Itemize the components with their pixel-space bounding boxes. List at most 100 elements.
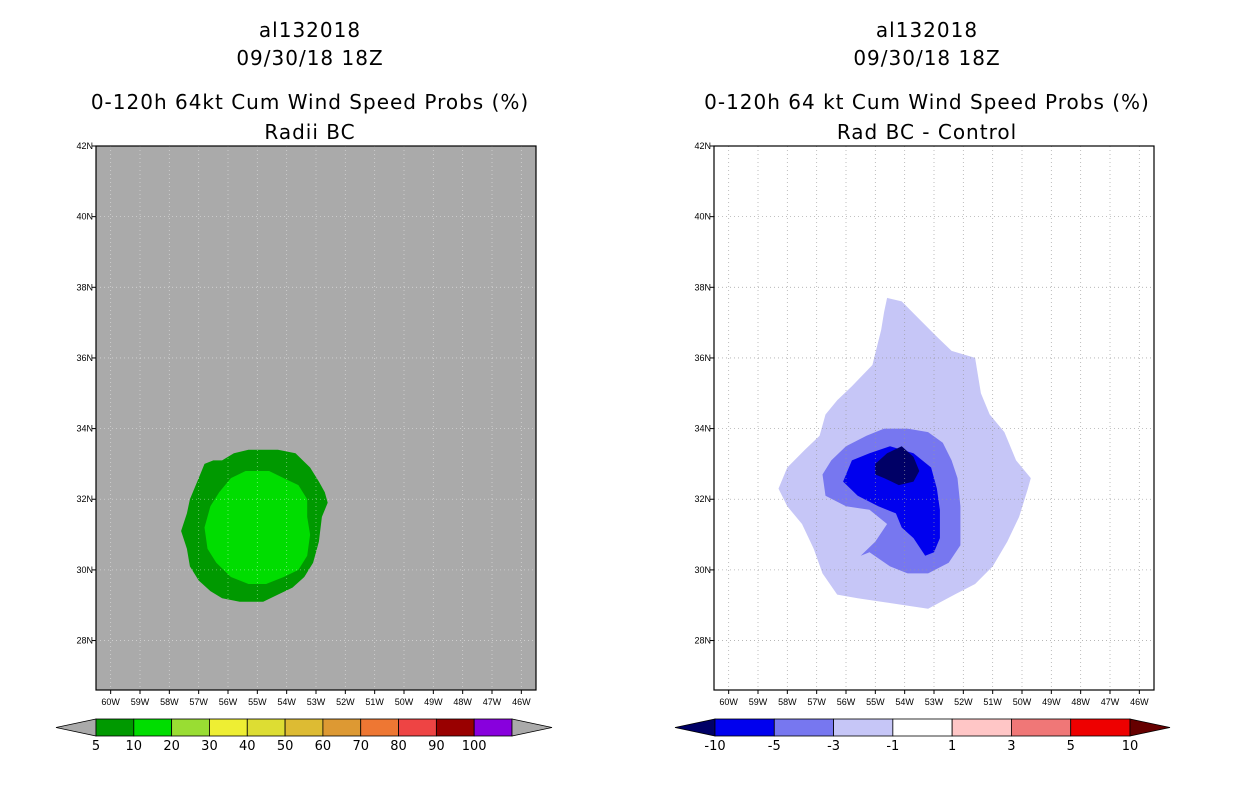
- left-y-tick-label: 40N: [76, 212, 93, 222]
- left-x-tick-label: 52W: [336, 697, 355, 707]
- left-x-tick-label: 55W: [248, 697, 267, 707]
- right-colorbar-low-extension: [674, 718, 716, 737]
- left-contour-level-2: [204, 471, 311, 584]
- left-colorbar-segment: [133, 718, 173, 737]
- left-x-tick-label: 50W: [395, 697, 414, 707]
- right-y-tick-label: 42N: [694, 141, 711, 151]
- right-colorbar-label: 1: [948, 739, 956, 754]
- left-colorbar-label: 50: [277, 739, 294, 754]
- left-colorbar-low-extension: [55, 718, 97, 737]
- right-colorbar-label: -3: [827, 739, 840, 754]
- left-colorbar-label: 20: [163, 739, 180, 754]
- right-map-panel: 60W 59W 58W 57W 56W 55W 54W 53W 52W 51W 50W 49W 48W 4…: [674, 141, 1171, 754]
- right-colorbar-label: -10: [704, 739, 725, 754]
- left-y-tick-label: 36N: [76, 353, 93, 363]
- left-colorbar-label: 100: [462, 739, 487, 754]
- right-y-tick-label: 38N: [694, 282, 711, 292]
- left-x-tick-label: 51W: [365, 697, 384, 707]
- left-x-tick-label: 58W: [160, 697, 179, 707]
- right-colorbar-segment: [1070, 718, 1131, 737]
- left-y-tick-label: 42N: [76, 141, 93, 151]
- left-x-tick-label: 49W: [424, 697, 443, 707]
- right-y-tick-label: 32N: [694, 494, 711, 504]
- left-colorbar-segment: [360, 718, 399, 737]
- right-x-tick-label: 50W: [1013, 697, 1032, 707]
- left-x-tick-label: 60W: [101, 697, 120, 707]
- right-x-tick-label: 53W: [925, 697, 944, 707]
- right-y-tick-label: 28N: [694, 636, 711, 646]
- right-x-tick-label: 49W: [1042, 697, 1061, 707]
- left-x-tick-label: 53W: [307, 697, 326, 707]
- right-x-tick-label: 48W: [1071, 697, 1090, 707]
- left-colorbar-label: 90: [428, 739, 445, 754]
- left-colorbar-segment: [322, 718, 362, 737]
- left-colorbar-segment: [284, 718, 324, 737]
- right-x-tick-label: 59W: [749, 697, 768, 707]
- right-x-tick-label: 55W: [866, 697, 885, 707]
- right-colorbar-segment: [714, 718, 775, 737]
- left-map-panel: 60W 59W 58W 57W 56W 55W 54W 53W 52W 51W 50W 49W 48W 4…: [55, 141, 553, 754]
- left-colorbar-label: 80: [390, 739, 407, 754]
- left-storm-id: al132018: [258, 18, 362, 42]
- right-y-tick-label: 34N: [694, 424, 711, 434]
- right-x-tick-label: 56W: [837, 697, 856, 707]
- right-colorbar-high-extension: [1129, 718, 1171, 737]
- left-x-tick-label: 46W: [512, 697, 531, 707]
- right-x-tick-label: 58W: [778, 697, 797, 707]
- right-chart-title: 0-120h 64 kt Cum Wind Speed Probs (%): [704, 90, 1150, 114]
- right-colorbar-label: -1: [886, 739, 899, 754]
- left-x-tick-label: 56W: [219, 697, 238, 707]
- right-colorbar-label: -5: [768, 739, 781, 754]
- right-colorbar-label: 3: [1007, 739, 1015, 754]
- right-x-tick-label: 46W: [1130, 697, 1149, 707]
- left-y-tick-label: 34N: [76, 424, 93, 434]
- left-x-tick-label: 57W: [189, 697, 208, 707]
- left-x-tick-label: 48W: [453, 697, 472, 707]
- right-colorbar-segment: [951, 718, 1012, 737]
- left-colorbar-segment: [246, 718, 286, 737]
- right-colorbar-segment: [773, 718, 834, 737]
- left-colorbar-segment: [473, 718, 513, 737]
- right-x-tick-label: 57W: [807, 697, 826, 707]
- left-colorbar-label: 10: [126, 739, 143, 754]
- right-x-tick-label: 47W: [1101, 697, 1120, 707]
- left-y-tick-label: 30N: [76, 565, 93, 575]
- left-colorbar-segment: [209, 718, 248, 737]
- left-colorbar-high-extension: [511, 718, 553, 737]
- right-colorbar-segment: [1011, 718, 1072, 737]
- left-colorbar-segment: [435, 718, 475, 737]
- left-colorbar-label: 70: [352, 739, 369, 754]
- right-y-tick-label: 40N: [694, 212, 711, 222]
- right-colorbar-segment: [833, 718, 894, 737]
- left-colorbar-label: 40: [239, 739, 256, 754]
- right-storm-id: al132018: [875, 18, 979, 42]
- left-chart-subtitle: Radii BC: [264, 120, 356, 144]
- left-colorbar-label: 30: [201, 739, 218, 754]
- right-colorbar-segment: [892, 718, 953, 737]
- right-y-tick-label: 30N: [694, 565, 711, 575]
- left-x-tick-label: 59W: [131, 697, 150, 707]
- right-contour-level-4: [875, 446, 920, 486]
- left-y-tick-label: 32N: [76, 494, 93, 504]
- right-x-tick-label: 54W: [895, 697, 914, 707]
- left-colorbar-segment: [171, 718, 210, 737]
- right-y-tick-label: 36N: [694, 353, 711, 363]
- left-y-tick-label: 28N: [76, 636, 93, 646]
- left-colorbar-label: 60: [315, 739, 332, 754]
- right-x-tick-label: 52W: [954, 697, 973, 707]
- right-x-tick-label: 51W: [983, 697, 1002, 707]
- left-y-tick-label: 38N: [76, 282, 93, 292]
- right-chart-subtitle: Rad BC - Control: [836, 120, 1018, 144]
- left-colorbar-segment: [95, 718, 135, 737]
- left-datetime: 09/30/18 18Z: [236, 46, 384, 70]
- left-chart-title: 0-120h 64kt Cum Wind Speed Probs (%): [90, 90, 530, 114]
- left-x-tick-label: 47W: [483, 697, 502, 707]
- right-colorbar-label: 5: [1067, 739, 1075, 754]
- left-colorbar-label: 5: [92, 739, 100, 754]
- right-datetime: 09/30/18 18Z: [853, 46, 1001, 70]
- right-colorbar-label: 10: [1122, 739, 1139, 754]
- right-x-tick-label: 60W: [719, 697, 738, 707]
- left-colorbar-segment: [398, 718, 437, 737]
- left-x-tick-label: 54W: [277, 697, 296, 707]
